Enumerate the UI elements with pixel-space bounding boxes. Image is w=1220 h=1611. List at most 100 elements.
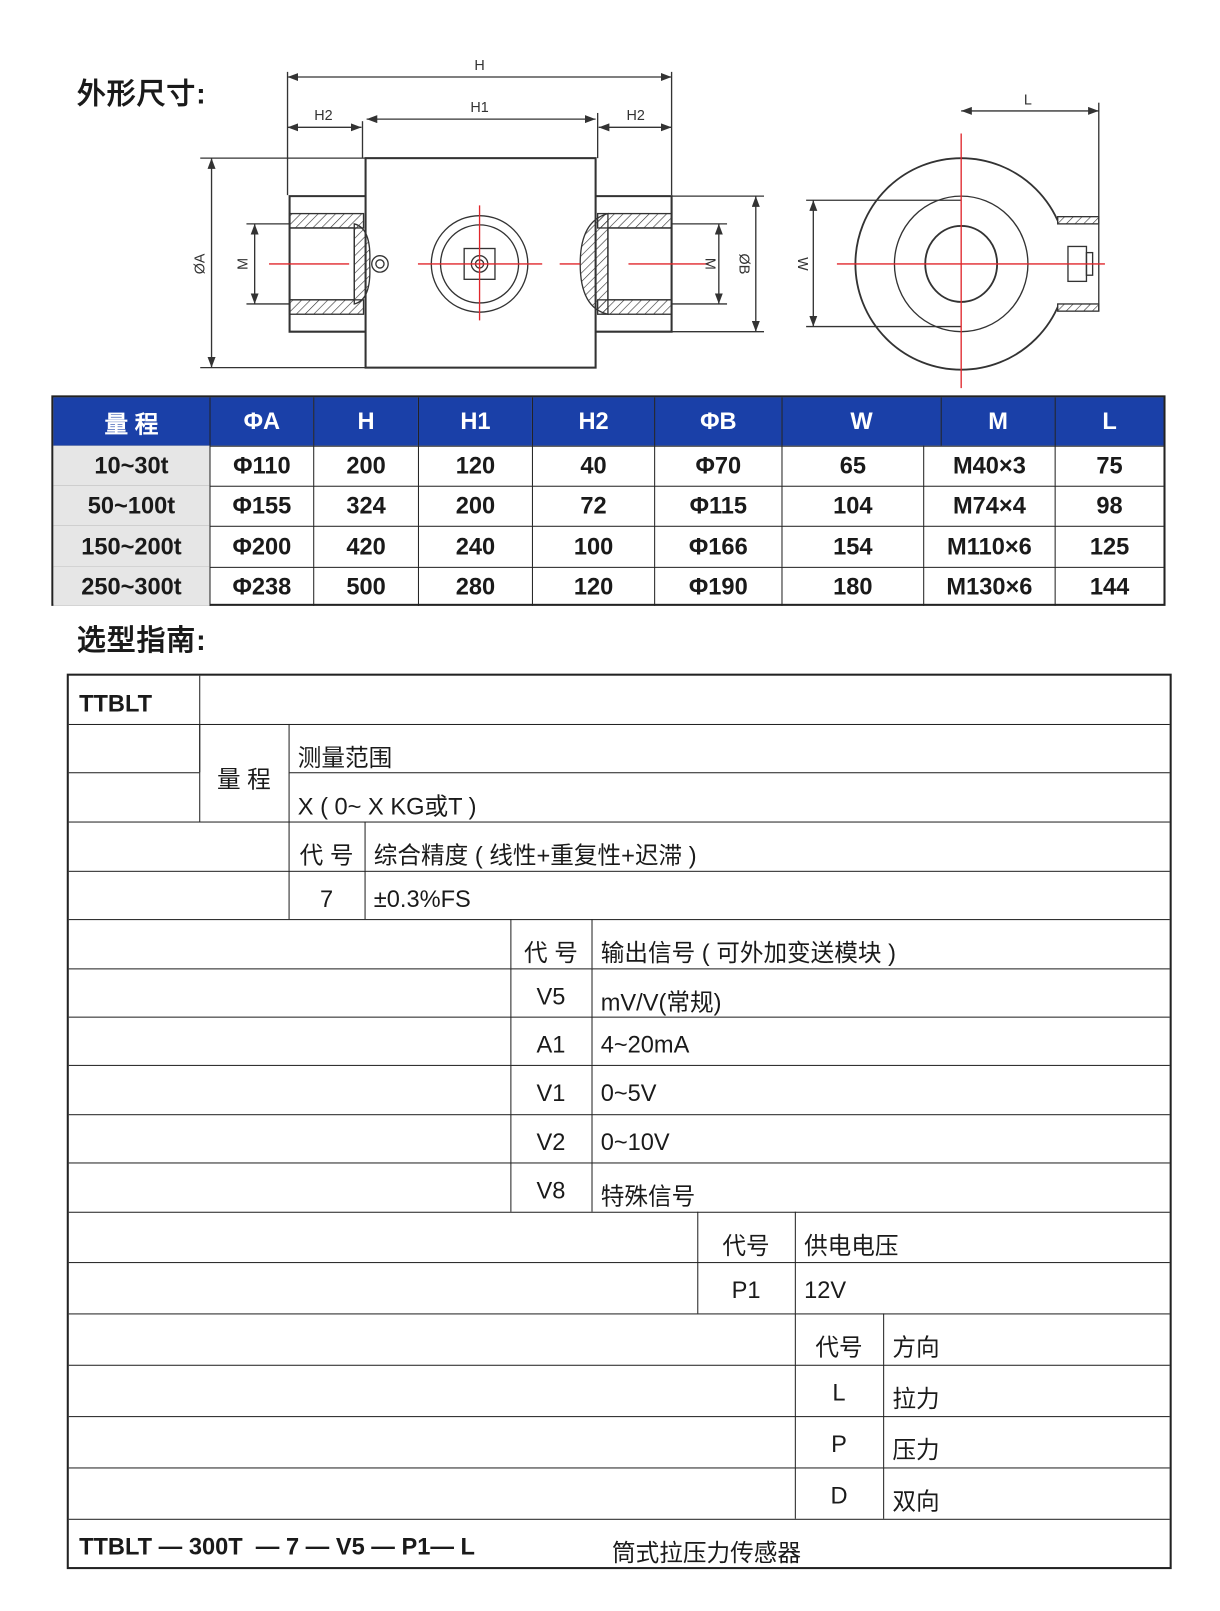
column-divider — [591, 968, 593, 1017]
supply-value: 12V — [804, 1276, 847, 1304]
direction-heading: 方向 — [892, 1333, 940, 1361]
table-cell: 104 — [781, 485, 923, 526]
code-label: 代 号 — [524, 939, 578, 967]
table-cell: 240 — [417, 525, 532, 567]
table-cell: 120 — [417, 445, 532, 486]
range-cell: 10~30t — [53, 445, 210, 486]
column-divider — [794, 1211, 796, 1263]
table-cell: 200 — [417, 485, 532, 526]
table-cell: 98 — [1054, 485, 1164, 526]
code: P1 — [731, 1276, 761, 1304]
row-divider — [68, 968, 1170, 970]
label-H1: H1 — [470, 100, 488, 116]
table-cell: M40×3 — [923, 445, 1054, 486]
column-divider — [591, 1162, 593, 1212]
row-divider — [68, 1016, 1170, 1018]
output-value: 特殊信号 — [600, 1182, 696, 1210]
row-divider — [53, 445, 1164, 447]
row-divider — [68, 723, 1170, 725]
row-divider — [68, 1313, 1170, 1315]
table-cell: 420 — [313, 525, 418, 567]
label-L: L — [1024, 93, 1032, 109]
code: L — [832, 1379, 846, 1406]
label-phiB: ØB — [735, 254, 751, 275]
table-cell: 65 — [781, 445, 923, 486]
code: D — [830, 1481, 848, 1509]
code: V5 — [536, 982, 566, 1010]
row-divider — [68, 1114, 1170, 1116]
output-value: 0~5V — [600, 1079, 657, 1106]
table-cell: 154 — [781, 525, 923, 567]
code: A1 — [536, 1031, 566, 1058]
column-divider — [364, 821, 366, 871]
model-cell: TTBLT — [79, 690, 153, 717]
column-header: H1 — [417, 397, 532, 446]
column-divider — [510, 1064, 512, 1115]
output-value: mV/V(常规) — [600, 988, 722, 1016]
row-divider — [68, 1211, 1170, 1213]
table-cell: Φ155 — [209, 485, 313, 526]
dimension-table: 量 程 ΦA H H1 H2 ΦB W M L 10~30t Φ110 200 120 40 Φ70 65 M4… — [51, 395, 1166, 606]
column-divider — [697, 1262, 699, 1314]
column-divider — [510, 1162, 512, 1212]
row-divider — [53, 566, 1164, 568]
selection-title: 选型指南: — [77, 624, 207, 657]
code-label: 代 号 — [299, 842, 354, 869]
label-M-right: M — [701, 258, 717, 270]
example-code: TTBLT — 300T — 7 — V5 — P1— L — [79, 1533, 475, 1560]
code: V8 — [536, 1176, 566, 1204]
range-heading: 测量范围 — [297, 744, 393, 772]
label-M-left: M — [235, 258, 251, 270]
output-heading: 输出信号 ( 可外加变送模块 ) — [600, 939, 896, 967]
column-divider — [883, 1364, 885, 1417]
code-label: 代号 — [815, 1333, 863, 1361]
row-divider — [68, 772, 200, 774]
table-cell: Φ115 — [654, 485, 781, 526]
column-divider — [591, 919, 593, 969]
column-divider — [591, 1064, 593, 1115]
table-cell: Φ238 — [209, 566, 313, 606]
code: V2 — [536, 1128, 566, 1156]
table-cell: 75 — [1054, 445, 1164, 486]
column-divider — [510, 968, 512, 1017]
column-header: 量 程 — [53, 397, 210, 446]
row-divider — [68, 1467, 1170, 1469]
table-cell: 144 — [1054, 566, 1164, 606]
table-cell: 280 — [417, 566, 532, 606]
range-cell: 50~100t — [53, 485, 210, 526]
label-H2-right: H2 — [626, 108, 644, 124]
column-divider — [199, 723, 201, 822]
column-header: L — [1054, 397, 1164, 446]
column-divider — [794, 1467, 796, 1519]
table-cell: M130×6 — [923, 566, 1054, 606]
row-divider — [68, 1416, 1170, 1418]
range-label: 量 程 — [216, 766, 271, 793]
column-divider — [288, 821, 290, 871]
column-divider — [288, 870, 290, 920]
output-value: 4~20mA — [600, 1031, 690, 1058]
row-divider — [68, 1162, 1170, 1164]
accuracy-value: ±0.3%FS — [373, 885, 471, 912]
table-cell: 200 — [313, 445, 418, 486]
column-divider — [591, 1114, 593, 1163]
table-cell: 324 — [313, 485, 418, 526]
table-cell: Φ190 — [654, 566, 781, 606]
code-label: 代号 — [722, 1232, 770, 1259]
direction-value: 拉力 — [892, 1385, 940, 1412]
column-divider — [697, 1211, 699, 1263]
row-divider — [288, 772, 1170, 774]
column-divider — [288, 772, 290, 822]
column-divider — [794, 1416, 796, 1468]
label-phiA: ØA — [192, 253, 208, 274]
column-header: H2 — [531, 397, 655, 446]
selection-guide-table: TTBLT 测量范围 X ( 0~ X KG或T ) 代 号综合精度 ( 线性+重复性… — [66, 673, 1172, 1570]
label-H2-left: H2 — [314, 108, 332, 124]
column-header: M — [940, 397, 1055, 446]
table-cell: Φ200 — [209, 525, 313, 567]
table-cell: 72 — [531, 485, 654, 526]
centerlines — [269, 133, 1105, 389]
column-divider — [794, 1313, 796, 1365]
range-value: X ( 0~ X KG或T ) — [297, 792, 477, 820]
column-header: ΦB — [654, 397, 782, 446]
label-W: W — [794, 257, 810, 271]
